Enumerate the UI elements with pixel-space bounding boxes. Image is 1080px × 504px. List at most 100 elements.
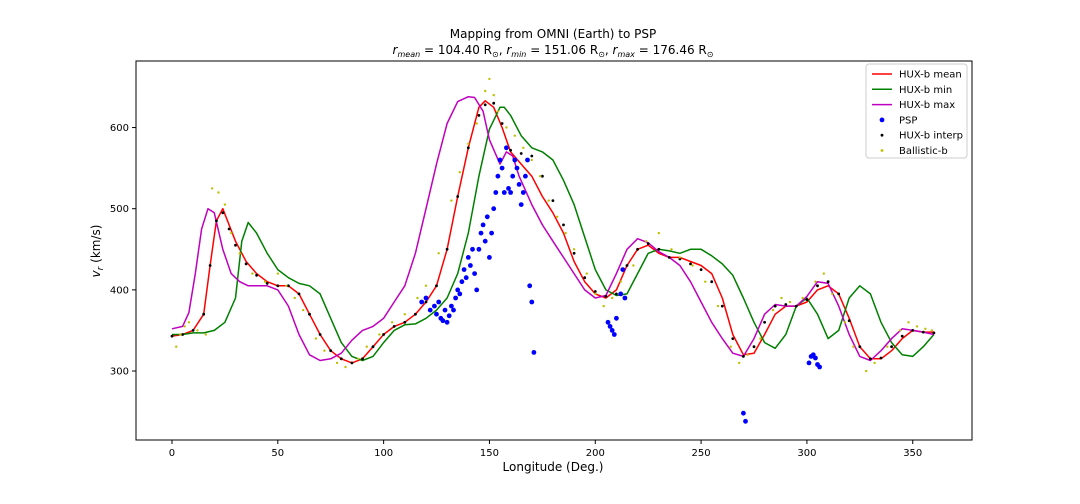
x-axis-label: Longitude (Deg.) xyxy=(503,460,604,474)
data-point-hux-b-interp xyxy=(921,330,925,334)
data-point-psp xyxy=(474,287,480,293)
data-point-hux-b-interp xyxy=(541,174,544,178)
data-point-hux-b-interp xyxy=(202,312,206,316)
data-point-hux-b-interp xyxy=(287,284,290,288)
data-point-hux-b-interp xyxy=(255,273,258,277)
data-point-psp xyxy=(520,190,526,195)
data-point-hux-b-interp xyxy=(456,195,460,198)
data-point-ballistic-b xyxy=(585,272,588,275)
data-point-psp xyxy=(499,165,505,171)
data-point-ballistic-b xyxy=(907,321,910,324)
data-point-ballistic-b xyxy=(619,280,622,283)
data-point-psp xyxy=(444,319,450,325)
data-point-psp xyxy=(614,315,619,321)
y-tick-label: 300 xyxy=(110,367,129,378)
data-point-ballistic-b xyxy=(594,292,597,296)
data-point-psp xyxy=(508,190,513,195)
data-point-psp xyxy=(525,157,530,163)
data-point-hux-b-interp xyxy=(911,329,915,332)
x-tick-label: 350 xyxy=(903,448,922,459)
data-point-psp xyxy=(419,299,425,305)
plot-frame xyxy=(135,60,973,441)
data-point-hux-b-interp xyxy=(435,284,438,288)
data-point-ballistic-b xyxy=(822,272,825,275)
data-point-ballistic-b xyxy=(632,264,635,267)
data-point-ballistic-b xyxy=(492,93,495,97)
data-point-psp xyxy=(622,295,628,301)
data-point-hux-b-interp xyxy=(890,345,893,349)
data-point-hux-b-interp xyxy=(794,304,798,308)
data-point-psp xyxy=(806,360,812,366)
data-point-psp xyxy=(463,275,469,281)
data-point-ballistic-b xyxy=(323,349,326,352)
data-point-psp xyxy=(491,206,497,212)
data-point-psp xyxy=(514,165,520,171)
data-point-psp xyxy=(453,295,458,301)
data-point-ballistic-b xyxy=(771,308,775,312)
data-point-ballistic-b xyxy=(670,248,673,251)
sun-symbol-1: ⊙ xyxy=(492,50,499,59)
data-point-hux-b-interp xyxy=(710,280,714,284)
data-point-ballistic-b xyxy=(678,256,682,259)
data-point-hux-b-interp xyxy=(492,101,496,105)
data-point-ballistic-b xyxy=(416,296,419,300)
data-point-hux-b-interp xyxy=(403,320,407,324)
data-point-hux-b-interp xyxy=(170,334,174,338)
data-point-hux-b-interp xyxy=(483,103,487,107)
data-point-ballistic-b xyxy=(843,321,847,324)
data-point-psp xyxy=(531,350,537,355)
data-point-psp xyxy=(455,287,461,293)
data-point-ballistic-b xyxy=(539,175,542,178)
legend-label: Ballistic-b xyxy=(899,146,948,157)
legend-marker-swatch xyxy=(880,149,884,152)
data-point-hux-b-interp xyxy=(208,264,212,267)
data-point-ballistic-b xyxy=(746,353,749,356)
data-point-ballistic-b xyxy=(522,146,525,149)
data-point-ballistic-b xyxy=(716,304,720,308)
data-point-hux-b-interp xyxy=(636,247,639,251)
data-point-ballistic-b xyxy=(729,345,732,348)
data-point-ballistic-b xyxy=(547,199,550,202)
data-point-ballistic-b xyxy=(175,345,178,348)
data-point-psp xyxy=(480,222,486,228)
data-point-ballistic-b xyxy=(513,134,516,137)
data-point-hux-b-interp xyxy=(339,357,343,361)
sun-symbol-2: ⊙ xyxy=(598,50,605,59)
series-points xyxy=(170,77,936,424)
data-point-psp xyxy=(518,202,524,208)
y-label-sub: r xyxy=(96,265,106,270)
data-point-ballistic-b xyxy=(467,142,470,145)
data-point-psp xyxy=(432,303,437,309)
data-point-hux-b-interp xyxy=(604,295,608,298)
data-point-ballistic-b xyxy=(211,187,214,190)
y-label-main: v xyxy=(89,269,103,277)
data-point-ballistic-b xyxy=(556,215,559,218)
data-point-hux-b-interp xyxy=(227,227,231,231)
r-mean-value: = 104.40 R xyxy=(420,43,492,57)
legend-box xyxy=(865,63,968,159)
data-point-ballistic-b xyxy=(530,158,533,162)
data-point-ballistic-b xyxy=(564,231,567,235)
r-min-value: = 151.06 R xyxy=(526,43,598,57)
data-point-ballistic-b xyxy=(644,240,648,243)
data-point-ballistic-b xyxy=(302,308,305,312)
data-point-ballistic-b xyxy=(378,333,381,336)
data-point-ballistic-b xyxy=(179,333,182,336)
data-point-hux-b-interp xyxy=(530,154,534,158)
data-point-ballistic-b xyxy=(450,199,453,202)
data-point-hux-b-interp xyxy=(720,304,724,308)
data-point-psp xyxy=(423,295,429,301)
series-line-hux-b-mean xyxy=(171,100,934,364)
data-point-ballistic-b xyxy=(187,321,191,324)
data-point-ballistic-b xyxy=(390,321,394,324)
data-point-hux-b-interp xyxy=(500,122,504,125)
data-point-hux-b-interp xyxy=(265,282,269,285)
data-point-hux-b-interp xyxy=(593,290,597,293)
sep-1: , xyxy=(499,43,507,57)
data-point-psp xyxy=(501,190,507,195)
data-point-ballistic-b xyxy=(217,191,220,194)
data-point-hux-b-interp xyxy=(181,333,185,336)
data-point-ballistic-b xyxy=(204,333,207,336)
data-point-hux-b-interp xyxy=(215,219,218,223)
data-point-ballistic-b xyxy=(424,284,428,287)
